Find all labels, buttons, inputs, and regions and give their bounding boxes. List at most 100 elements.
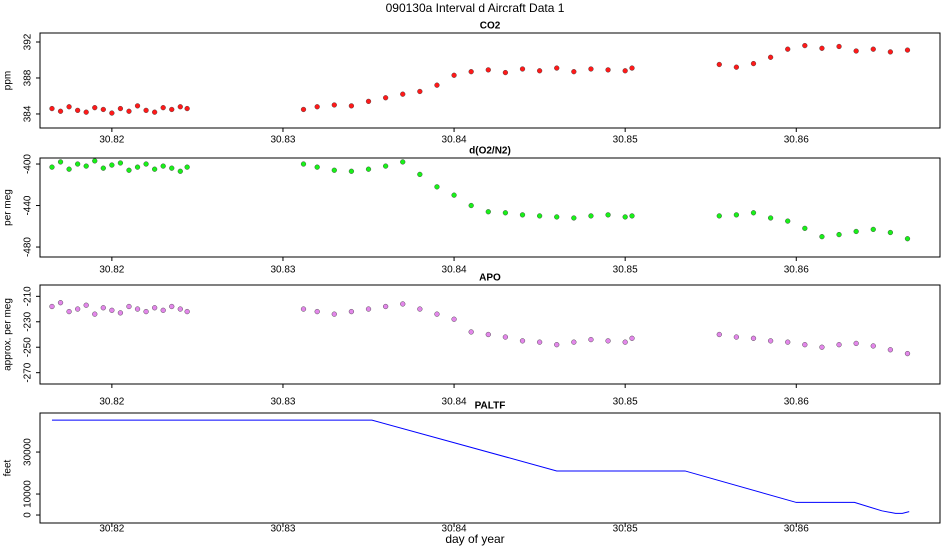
data-point — [49, 105, 55, 112]
data-point — [143, 107, 149, 113]
x-tick-label: 30.83 — [270, 135, 295, 146]
data-point — [785, 46, 791, 52]
data-point — [177, 104, 183, 110]
panel-title: CO2 — [480, 21, 501, 32]
data-point — [870, 46, 876, 52]
data-point — [184, 308, 190, 315]
data-point — [571, 339, 577, 345]
x-tick-label: 30.82 — [99, 397, 124, 408]
data-point — [117, 160, 124, 166]
data-point — [629, 335, 635, 341]
y-axis-label: approx. per meg — [3, 298, 14, 371]
data-point — [537, 213, 543, 219]
data-point — [314, 308, 320, 315]
data-point — [519, 338, 526, 344]
data-point — [750, 335, 757, 341]
data-point — [417, 88, 423, 95]
data-point — [117, 310, 124, 316]
y-tick-label: 30000 — [23, 438, 34, 466]
plot-frame — [39, 157, 941, 258]
data-point — [109, 110, 115, 116]
data-point — [716, 213, 722, 219]
data-point — [451, 316, 457, 322]
data-point — [605, 212, 611, 218]
data-point — [143, 308, 149, 315]
data-point — [169, 106, 175, 113]
data-point — [383, 303, 389, 310]
data-point — [126, 167, 132, 173]
data-point — [836, 231, 842, 238]
data-point — [400, 301, 406, 307]
data-point — [152, 305, 158, 311]
y-tick-label: -230 — [23, 311, 34, 331]
data-point — [853, 340, 859, 347]
data-point — [485, 67, 491, 73]
data-point — [348, 308, 355, 315]
data-point — [588, 66, 594, 72]
y-axis-label: per meg — [3, 189, 14, 226]
data-point — [819, 234, 825, 240]
data-point — [519, 66, 526, 72]
data-point — [134, 103, 141, 109]
data-point — [434, 184, 440, 190]
data-point — [887, 49, 893, 55]
data-point — [468, 202, 474, 209]
data-point — [904, 47, 911, 53]
data-point — [383, 163, 389, 169]
data-point — [331, 311, 337, 317]
data-point — [716, 331, 722, 338]
data-point — [485, 209, 491, 215]
data-point — [605, 338, 611, 344]
x-tick-label: 30.86 — [784, 397, 809, 408]
data-point — [502, 334, 508, 340]
data-point — [400, 91, 406, 97]
data-point — [887, 347, 893, 353]
x-tick-label: 30.86 — [784, 265, 809, 276]
data-point — [126, 303, 132, 310]
data-point — [57, 300, 64, 306]
data-point — [66, 308, 72, 315]
data-point — [870, 343, 876, 349]
data-point — [177, 306, 183, 312]
data-point — [109, 307, 115, 313]
data-point — [57, 108, 64, 114]
data-point — [300, 161, 307, 167]
data-point — [66, 166, 72, 172]
x-tick-label: 30.84 — [442, 265, 467, 276]
data-point — [417, 306, 423, 312]
y-axis-label: feet — [3, 459, 14, 476]
data-point — [184, 164, 190, 170]
y-tick-label: -210 — [23, 286, 34, 306]
data-point — [400, 159, 406, 165]
x-tick-label: 30.83 — [270, 265, 295, 276]
y-axis-label: ppm — [3, 71, 14, 90]
x-tick-label: 30.82 — [99, 135, 124, 146]
data-point — [768, 215, 774, 221]
data-point — [588, 213, 594, 219]
x-tick-label: 30.82 — [99, 265, 124, 276]
data-point — [836, 342, 842, 348]
x-tick-label: 30.83 — [270, 397, 295, 408]
data-point — [537, 339, 543, 345]
data-point — [629, 213, 635, 219]
data-point — [117, 105, 124, 112]
data-point — [802, 225, 808, 231]
data-point — [588, 336, 594, 343]
data-point — [49, 164, 55, 170]
data-point — [331, 102, 337, 108]
plot-frame — [39, 412, 941, 524]
data-point — [785, 218, 791, 224]
data-point — [83, 302, 89, 308]
x-tick-label: 30.85 — [613, 524, 638, 535]
data-point — [733, 64, 739, 70]
figure-title: 090130a Interval d Aircraft Data 1 — [386, 1, 565, 15]
data-point — [802, 342, 808, 348]
y-tick-label: -400 — [23, 154, 34, 174]
y-tick-label: -250 — [23, 337, 34, 357]
data-point — [365, 166, 372, 172]
data-point — [502, 69, 508, 76]
x-tick-label: 30.84 — [442, 524, 467, 535]
data-point — [100, 305, 106, 311]
data-point — [177, 168, 183, 174]
